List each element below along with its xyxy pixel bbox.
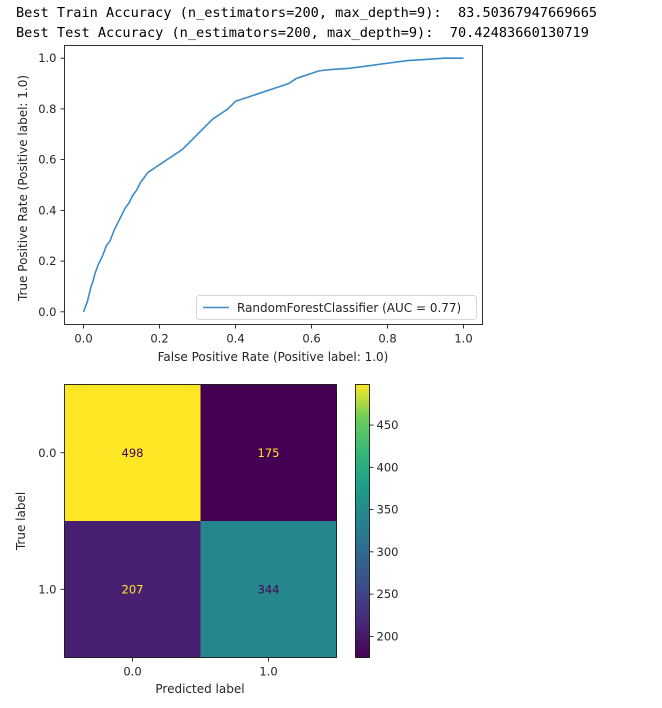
roc-legend-label: RandomForestClassifier (AUC = 0.77) [237, 301, 461, 315]
roc-x-tick-label: 0.8 [378, 332, 396, 346]
cm-x-tick-label: 0.0 [123, 665, 141, 679]
roc-y-tick-label: 0.0 [38, 305, 56, 319]
colorbar-tick-label: 400 [377, 460, 399, 474]
roc-y-tick-label: 0.8 [38, 102, 56, 116]
confusion-matrix: 498 175 207 344 [64, 384, 337, 658]
roc-x-tick-label: 0.6 [302, 332, 320, 346]
roc-y-tick-label: 0.2 [38, 254, 56, 268]
cm-cell-value: 344 [258, 582, 280, 596]
colorbar-tick-label: 450 [377, 418, 399, 432]
colorbar-tick-label: 250 [377, 587, 399, 601]
cm-cell-value: 175 [258, 446, 280, 460]
roc-x-axis-label: False Positive Rate (Positive label: 1.0… [158, 350, 389, 364]
colorbar-tick-label: 200 [377, 629, 399, 643]
cm-y-tick-label: 0.0 [38, 446, 56, 460]
colorbar-tick-label: 350 [377, 503, 399, 517]
cm-y-tick-label: 1.0 [38, 582, 56, 596]
cm-cell [64, 521, 201, 658]
colorbar-tick-label: 300 [377, 545, 399, 559]
roc-legend: RandomForestClassifier (AUC = 0.77) [196, 295, 477, 320]
roc-y-tick-label: 1.0 [38, 51, 56, 65]
roc-y-tick-label: 0.4 [38, 203, 56, 217]
cm-x-axis-label: Predicted label [155, 682, 244, 696]
roc-x-tick-label: 1.0 [454, 332, 472, 346]
cm-plot-frame [64, 384, 337, 658]
cm-cell-value: 498 [122, 446, 144, 460]
cm-cell [200, 521, 337, 658]
test-accuracy-output: Best Test Accuracy (n_estimators=200, ma… [16, 25, 589, 41]
cm-cell [200, 384, 337, 521]
cm-cell [64, 384, 201, 521]
cm-y-axis-label: True label [14, 492, 28, 551]
roc-y-axis-label: True Positive Rate (Positive label: 1.0) [16, 75, 30, 302]
roc-x-tick-label: 0.4 [226, 332, 244, 346]
colorbar [355, 384, 370, 658]
roc-plot-frame [64, 45, 483, 325]
train-accuracy-output: Best Train Accuracy (n_estimators=200, m… [16, 5, 598, 21]
roc-curve-line [82, 57, 464, 313]
roc-x-tick-label: 0.0 [74, 332, 92, 346]
cm-x-tick-label: 1.0 [259, 665, 277, 679]
roc-x-tick-label: 0.2 [150, 332, 168, 346]
cm-cell-value: 207 [122, 582, 144, 596]
roc-y-tick-label: 0.6 [38, 153, 56, 167]
